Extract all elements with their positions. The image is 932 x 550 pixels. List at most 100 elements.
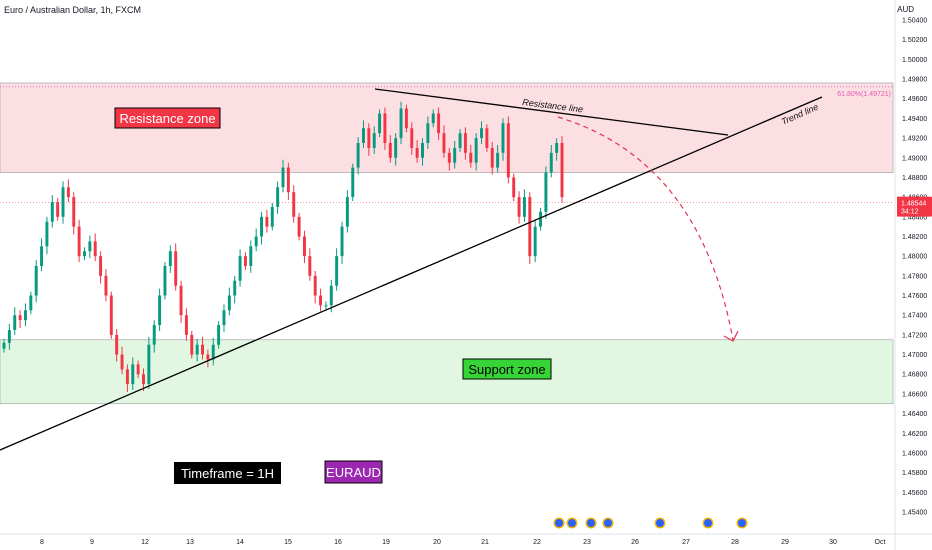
x-tick-label: 27 <box>682 539 690 546</box>
candle-body <box>276 187 280 207</box>
candle <box>227 287 231 316</box>
candle <box>517 191 521 224</box>
candle-body <box>77 226 81 257</box>
candle-body <box>453 147 457 163</box>
candle-body <box>104 275 108 296</box>
projection-arrowhead <box>723 330 739 342</box>
candle-body <box>179 285 183 316</box>
candle <box>270 203 274 231</box>
candle <box>2 338 6 353</box>
candle-body <box>302 236 306 257</box>
x-tick-label: 9 <box>90 539 94 546</box>
candle-body <box>131 364 135 385</box>
candle <box>415 140 419 163</box>
candle <box>66 179 70 203</box>
support-zone-label: Support zone <box>468 362 545 377</box>
economic-event-icon[interactable] <box>585 517 597 529</box>
candle <box>394 133 398 166</box>
projection-path <box>557 116 734 341</box>
candle-body <box>190 334 194 355</box>
candle <box>72 192 76 235</box>
candle-body <box>217 325 221 345</box>
countdown-label: 34:12 <box>901 209 919 216</box>
candle <box>211 337 215 366</box>
candle <box>50 195 54 228</box>
candle-body <box>319 295 323 306</box>
y-axis: 1.50400 1.50200 1.50000 1.49800 1.49600 1.494… <box>894 0 932 550</box>
candle <box>501 118 505 161</box>
candle-body <box>254 236 258 247</box>
x-tick-label: 19 <box>382 539 390 546</box>
candle-body <box>458 133 462 148</box>
candle <box>18 310 22 328</box>
x-tick-label: 30 <box>829 539 837 546</box>
candle-body <box>34 266 38 296</box>
candle <box>109 291 113 339</box>
candle-body <box>222 310 226 326</box>
candle-body <box>50 202 54 222</box>
candle <box>281 159 285 193</box>
candle-body <box>66 187 70 198</box>
candle <box>319 288 323 312</box>
candle <box>131 357 135 390</box>
y-tick-label: 1.46000 <box>902 450 927 457</box>
candle-body <box>313 275 317 296</box>
candle <box>152 320 156 353</box>
candle-body <box>431 113 435 124</box>
trend-line <box>0 96 823 451</box>
candle <box>163 262 167 300</box>
candle-body <box>23 310 27 321</box>
marker-core <box>738 519 746 527</box>
candle <box>480 121 483 144</box>
candle-body <box>555 143 559 153</box>
y-tick-label: 1.50400 <box>902 18 927 25</box>
y-tick-label: 1.48000 <box>902 254 927 261</box>
candle-body <box>45 221 49 247</box>
timeframe-box <box>174 462 281 484</box>
candle-body <box>485 128 489 148</box>
y-tick-label: 1.49800 <box>902 77 927 84</box>
currency-label: AUD <box>897 5 914 14</box>
event-flag-icon[interactable] <box>553 517 565 529</box>
support-zone-box <box>462 358 552 380</box>
candle-body <box>528 197 532 257</box>
candle <box>555 138 559 161</box>
candle <box>528 192 532 265</box>
x-tick-label: 8 <box>40 539 44 546</box>
candle-body <box>356 143 360 168</box>
candle <box>249 240 253 273</box>
candle-body <box>544 172 548 212</box>
candle <box>206 349 210 368</box>
event-flag-icon[interactable] <box>602 517 614 529</box>
event-flag-icon[interactable] <box>654 517 666 529</box>
candle <box>83 247 86 261</box>
candle <box>56 198 60 221</box>
y-tick-label: 1.47600 <box>902 293 927 300</box>
candle-body <box>351 167 355 198</box>
candle <box>217 321 221 349</box>
candle <box>195 338 199 362</box>
y-tick-label: 1.46400 <box>902 411 927 418</box>
y-tick-label: 1.49600 <box>902 96 927 103</box>
economic-event-icon[interactable] <box>736 517 748 529</box>
candle-body <box>335 256 339 286</box>
candle-body <box>249 246 253 266</box>
candle <box>469 144 473 168</box>
candle-body <box>206 354 210 360</box>
event-flag-icon[interactable] <box>702 517 714 529</box>
candle-body <box>265 216 269 227</box>
candle <box>34 260 38 303</box>
candle <box>549 144 553 178</box>
y-tick-label: 1.45400 <box>902 510 927 517</box>
support-zone-tag: Support zone <box>462 358 552 380</box>
event-flag-icon[interactable] <box>566 517 578 529</box>
candle-body <box>286 167 290 193</box>
x-tick-label: 13 <box>186 539 194 546</box>
candle-body <box>496 152 500 168</box>
candle <box>356 137 360 175</box>
x-tick-label: 21 <box>481 539 489 546</box>
candle <box>222 304 226 332</box>
candle <box>490 142 494 175</box>
candle <box>29 291 33 315</box>
